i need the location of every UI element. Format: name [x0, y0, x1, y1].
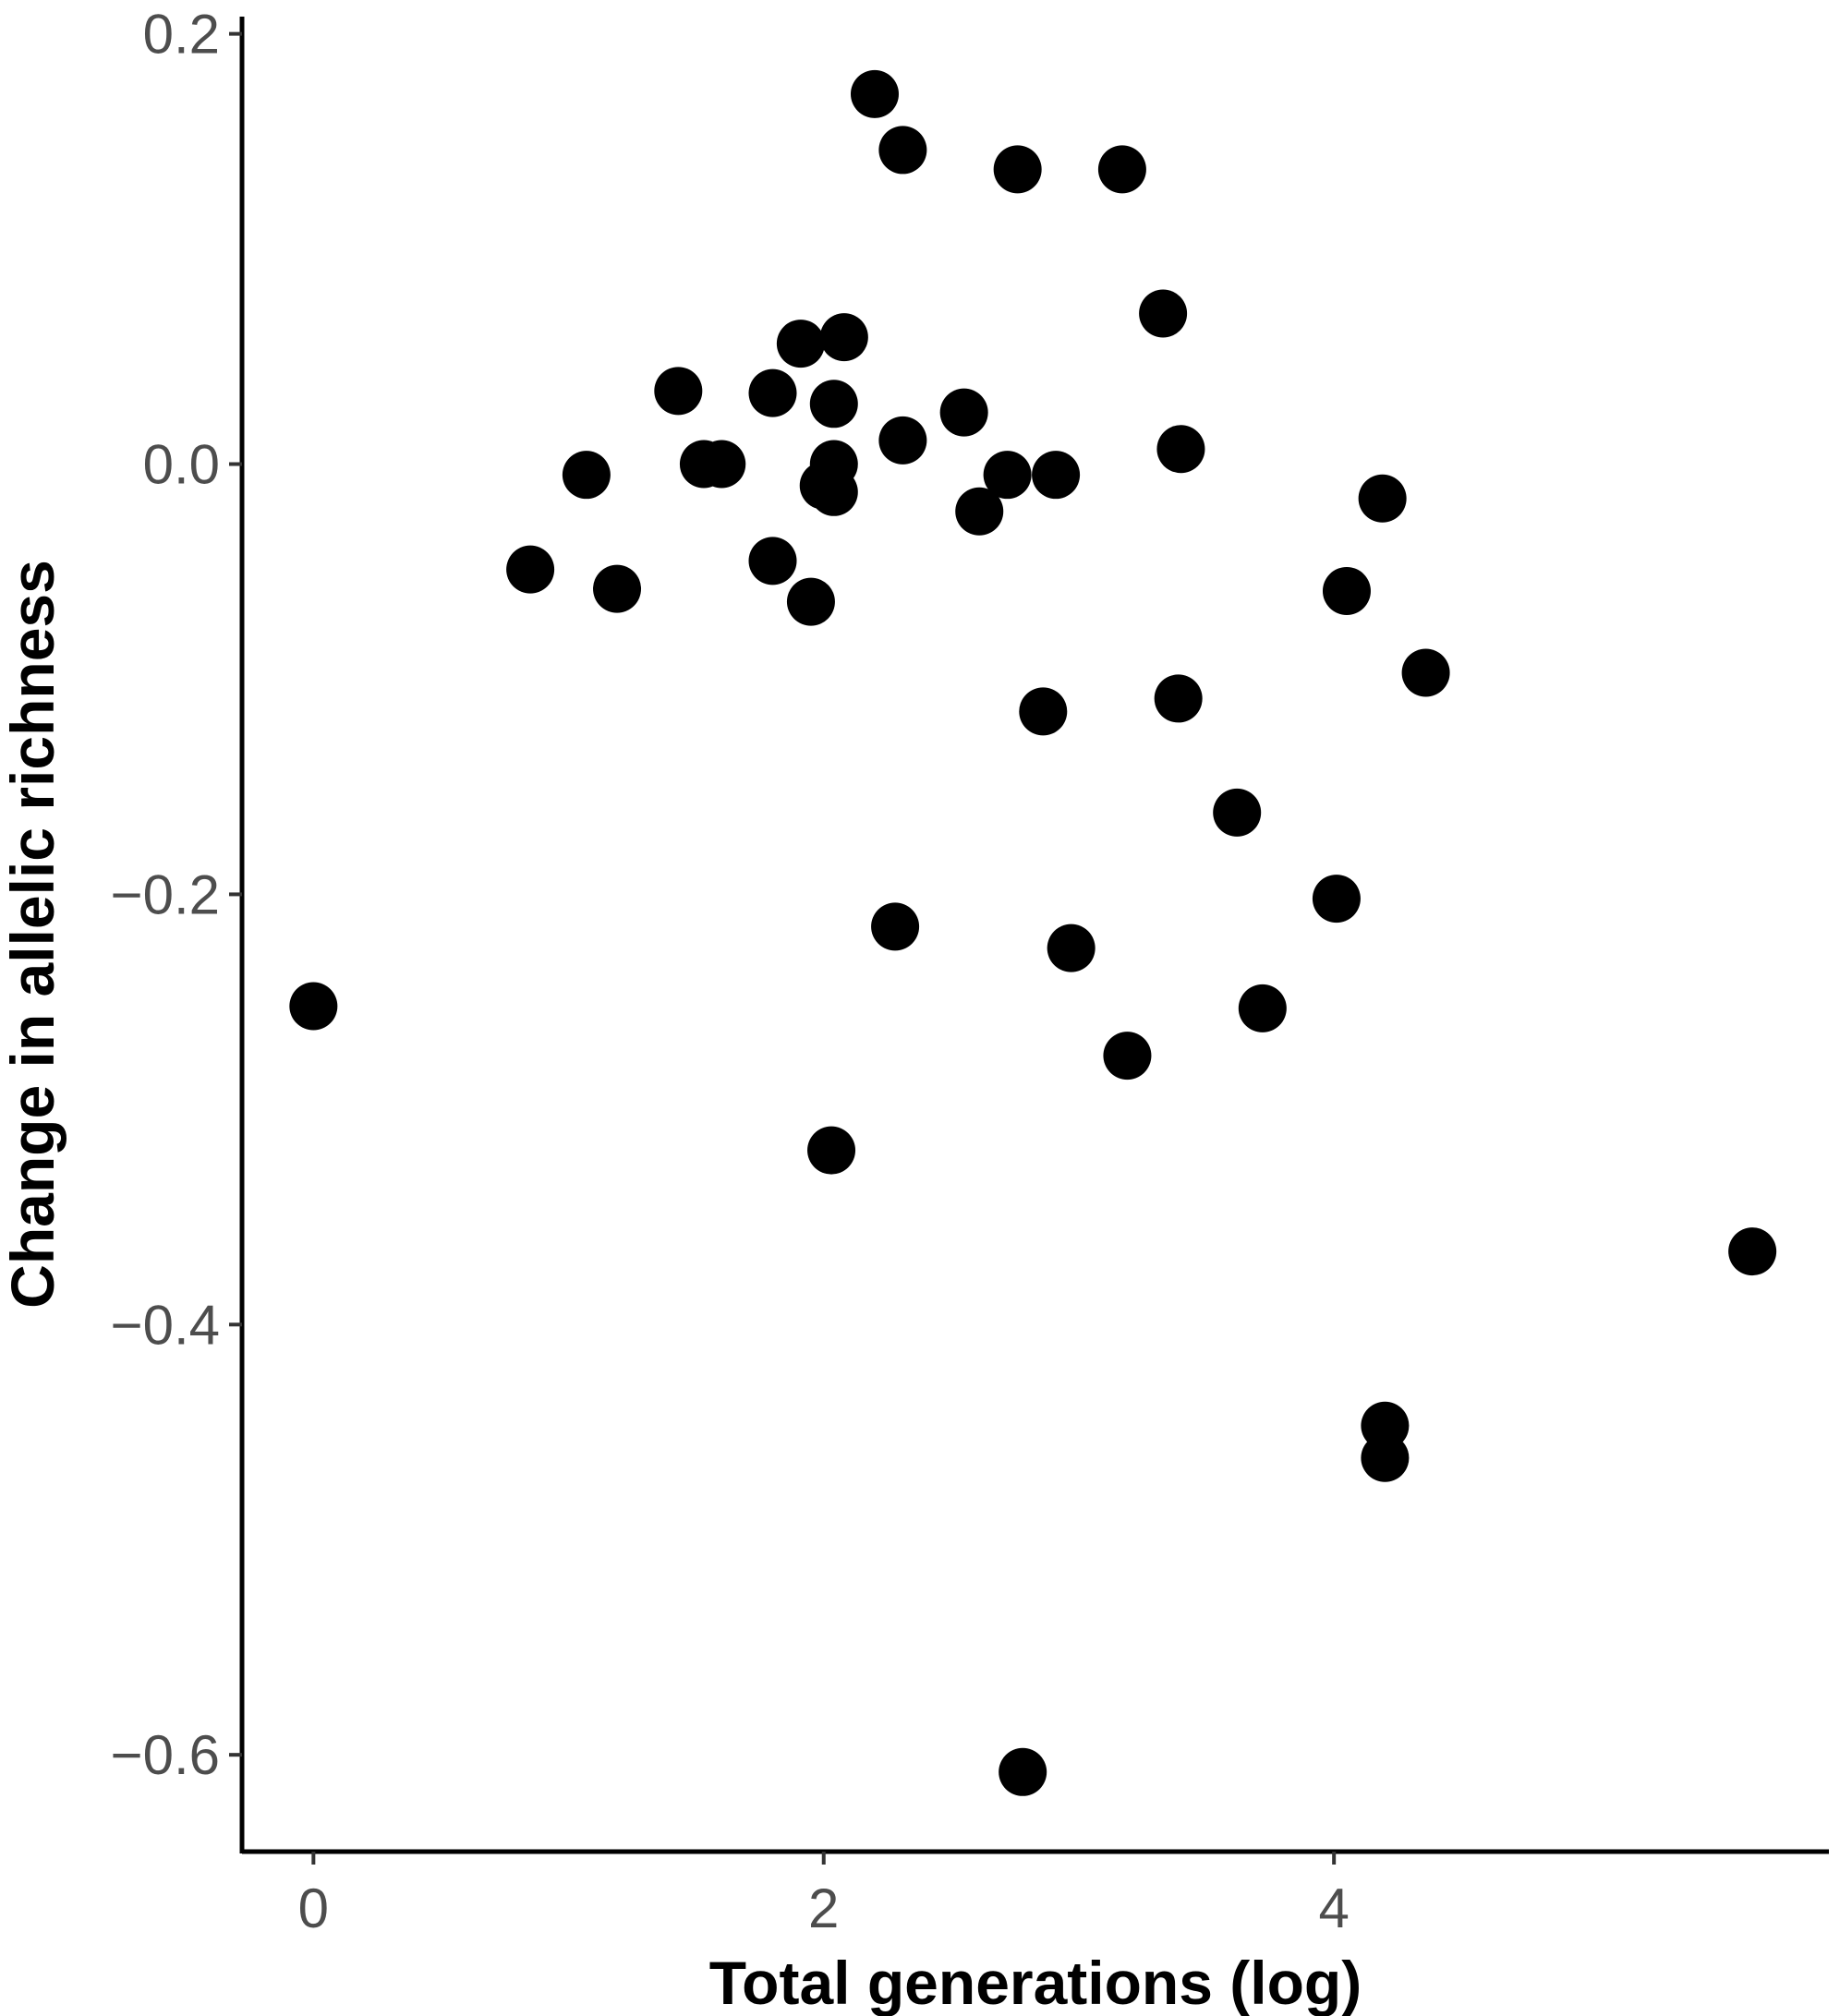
- data-point: [506, 545, 555, 594]
- data-point: [1156, 425, 1205, 474]
- data-point: [878, 126, 927, 175]
- data-point: [1361, 1433, 1410, 1482]
- data-point: [1312, 875, 1361, 923]
- data-point: [1139, 289, 1188, 338]
- data-point: [697, 440, 746, 489]
- data-point: [983, 451, 1032, 500]
- data-point: [1213, 788, 1262, 837]
- data-point: [1238, 984, 1287, 1032]
- data-point: [1728, 1227, 1777, 1276]
- data-point: [1019, 687, 1068, 736]
- data-point: [593, 564, 642, 613]
- data-point: [1032, 451, 1081, 500]
- data-point: [1401, 648, 1450, 697]
- x-tick-label: 2: [808, 1877, 839, 1939]
- data-point: [748, 368, 797, 417]
- data-point: [850, 69, 899, 118]
- x-tick-label: 4: [1318, 1877, 1349, 1939]
- data-point: [871, 902, 920, 951]
- data-point: [1154, 674, 1203, 723]
- data-point: [776, 320, 825, 368]
- data-point: [939, 388, 988, 437]
- data-point: [562, 451, 611, 500]
- data-point: [748, 537, 797, 585]
- data-point: [1358, 474, 1407, 523]
- data-point: [807, 1126, 856, 1175]
- y-tick-label: −0.2: [111, 863, 220, 925]
- data-point: [1103, 1032, 1152, 1080]
- y-tick-label: −0.6: [111, 1724, 220, 1786]
- y-tick-label: −0.4: [111, 1294, 220, 1356]
- data-point: [654, 367, 703, 416]
- y-tick-label: 0.2: [143, 4, 220, 66]
- y-axis-title: Change in allelic richness: [0, 560, 67, 1309]
- data-point: [786, 577, 835, 626]
- data-point: [1322, 566, 1371, 615]
- data-point: [999, 1747, 1047, 1796]
- data-point: [289, 982, 338, 1031]
- data-point: [819, 313, 868, 362]
- data-point: [809, 467, 858, 516]
- data-point: [993, 145, 1042, 194]
- data-point: [955, 487, 1004, 536]
- points-layer: [289, 69, 1777, 1796]
- data-point: [1097, 145, 1146, 194]
- x-axis-title: Total generations (log): [709, 1949, 1362, 2016]
- x-tick-label: 0: [298, 1877, 329, 1939]
- y-axis-ticks: 0.2 0.0 −0.2 −0.4 −0.6: [111, 4, 242, 1786]
- y-tick-label: 0.0: [143, 434, 220, 496]
- data-point: [1047, 923, 1096, 972]
- data-point: [878, 416, 927, 465]
- data-point: [809, 380, 858, 429]
- x-axis-ticks: 0 2 4: [298, 1852, 1350, 1939]
